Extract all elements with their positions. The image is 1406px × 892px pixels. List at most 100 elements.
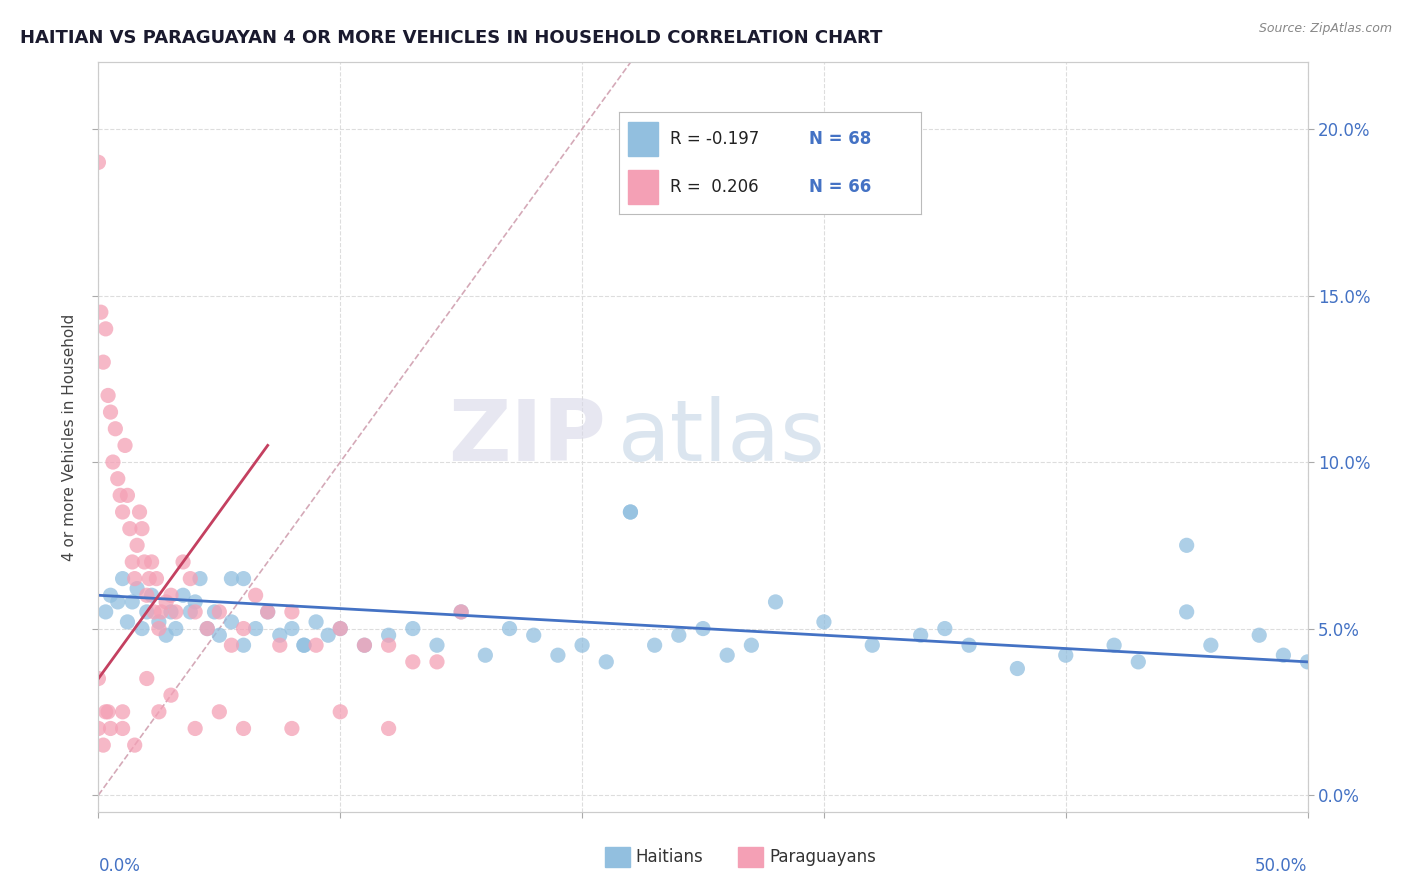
Point [281,722,304,736]
Point [740,638,762,652]
Point [377,722,399,736]
Text: HAITIAN VS PARAGUAYAN 4 OR MORE VEHICLES IN HOUSEHOLD CORRELATION CHART: HAITIAN VS PARAGUAYAN 4 OR MORE VEHICLES… [20,29,882,47]
Point [1272,648,1295,663]
Point [292,638,315,652]
Point [131,522,153,536]
Point [208,605,231,619]
Point [195,622,218,636]
Point [114,438,136,452]
Point [1175,538,1198,552]
Point [269,628,291,642]
Point [179,605,201,619]
Point [402,655,425,669]
Point [150,605,173,619]
Point [107,472,129,486]
Point [87,155,110,169]
Point [619,505,641,519]
Point [101,455,124,469]
FancyBboxPatch shape [627,170,658,204]
Point [292,638,315,652]
Point [135,672,157,686]
Point [1296,655,1319,669]
Point [100,588,122,602]
Point [1054,648,1077,663]
Point [145,572,167,586]
Text: R = -0.197: R = -0.197 [671,129,759,148]
Point [179,572,201,586]
Point [281,622,304,636]
Point [148,705,170,719]
Point [97,388,120,402]
Point [104,422,127,436]
Point [141,555,163,569]
Point [204,605,226,619]
Point [135,605,157,619]
Point [134,555,156,569]
Point [934,622,956,636]
Point [957,638,980,652]
Point [111,722,134,736]
Point [1199,638,1222,652]
Point [208,705,231,719]
Text: atlas: atlas [619,395,827,479]
Point [692,622,714,636]
Point [141,588,163,602]
Point [1102,638,1125,652]
Point [523,628,546,642]
Point [127,582,149,596]
Point [245,622,267,636]
Point [1007,661,1029,675]
Point [87,672,110,686]
Point [813,615,835,629]
Text: 50.0%: 50.0% [1256,856,1308,875]
Point [111,572,134,586]
Text: Source: ZipAtlas.com: Source: ZipAtlas.com [1258,22,1392,36]
Point [121,555,143,569]
Text: N = 68: N = 68 [808,129,872,148]
Point [107,595,129,609]
Point [94,605,117,619]
Point [329,705,352,719]
Point [269,638,291,652]
Point [910,628,932,642]
Point [91,355,114,369]
Point [127,538,149,552]
Point [668,628,690,642]
Point [281,605,304,619]
Point [111,505,134,519]
Point [184,722,207,736]
Point [108,488,131,502]
Point [353,638,375,652]
Point [232,638,254,652]
Point [426,638,449,652]
Point [619,505,641,519]
Point [316,628,339,642]
Point [450,605,472,619]
Point [426,655,449,669]
Point [305,615,328,629]
Point [91,738,114,752]
Point [644,638,666,652]
Point [353,638,375,652]
Point [1128,655,1150,669]
Point [256,605,278,619]
Point [148,615,170,629]
Point [221,638,243,652]
Text: ZIP: ZIP [449,395,606,479]
Point [1175,605,1198,619]
Point [498,622,520,636]
Text: 0.0%: 0.0% [98,856,141,875]
Point [377,628,399,642]
Point [111,705,134,719]
Text: N = 66: N = 66 [808,178,872,196]
Point [184,605,207,619]
Point [124,738,146,752]
Point [595,655,617,669]
Point [329,622,352,636]
Point [117,615,139,629]
Point [172,588,194,602]
Point [165,622,187,636]
Point [87,722,110,736]
Point [131,622,153,636]
Point [128,505,150,519]
